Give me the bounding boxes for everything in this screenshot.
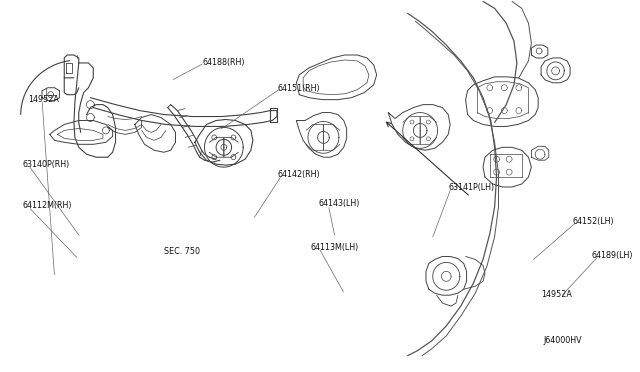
Text: 14952A: 14952A	[28, 95, 60, 104]
Text: 63140P(RH): 63140P(RH)	[22, 160, 70, 169]
Text: 64142(RH): 64142(RH)	[277, 170, 319, 179]
Text: 64143(LH): 64143(LH)	[319, 199, 360, 208]
Text: 64151(RH): 64151(RH)	[277, 84, 319, 93]
Text: 14952A: 14952A	[541, 290, 572, 299]
Text: 63141P(LH): 63141P(LH)	[448, 183, 494, 192]
Text: SEC. 750: SEC. 750	[164, 247, 200, 256]
Text: 64113M(LH): 64113M(LH)	[311, 243, 359, 252]
Text: 64112M(RH): 64112M(RH)	[22, 201, 72, 210]
Text: 64189(LH): 64189(LH)	[591, 251, 633, 260]
Text: 64152(LH): 64152(LH)	[572, 217, 614, 226]
Text: 64188(RH): 64188(RH)	[202, 58, 245, 67]
Text: J64000HV: J64000HV	[543, 336, 582, 345]
